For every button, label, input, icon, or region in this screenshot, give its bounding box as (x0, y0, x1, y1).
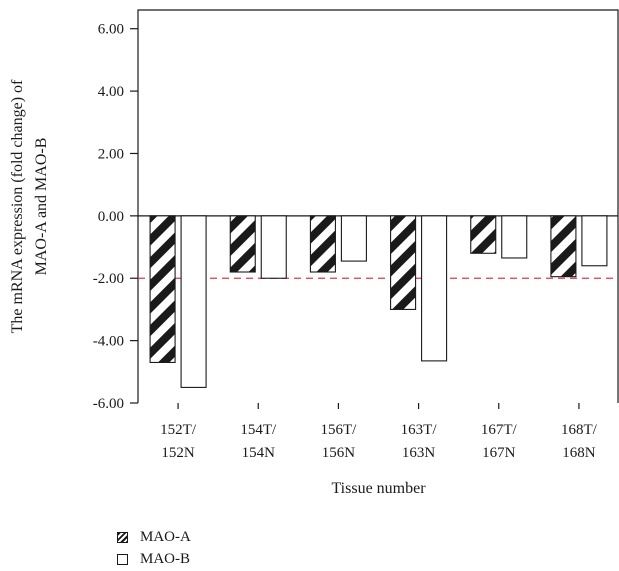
legend: MAO-A MAO-B (117, 526, 191, 570)
y-tick-label: -4.00 (93, 334, 124, 350)
x-tick-label: 152N (161, 445, 195, 461)
y-tick-label: -6.00 (93, 396, 124, 412)
x-tick-label: 168N (562, 445, 596, 461)
x-tick-label: 167N (482, 445, 516, 461)
x-axis: 152T/152N 154T/154N 156T/156N 163T/163N 167T… (160, 403, 598, 461)
legend-label-mao-a: MAO-A (140, 529, 191, 545)
y-axis-title-line-1: The mRNA expression (fold change) of (9, 79, 26, 333)
y-axis: 6.00 4.00 2.00 0.00 -2.00 -4.00 -6.00 (93, 22, 138, 412)
bar-chart: 6.00 4.00 2.00 0.00 -2.00 -4.00 -6.00 152T/152… (9, 9, 619, 497)
open-swatch-icon (117, 553, 128, 565)
x-tick-label: 152T/ (160, 422, 197, 438)
x-tick-label: 156T/ (320, 422, 357, 438)
x-tick-label: 163N (402, 445, 436, 461)
y-tick-label: 0.00 (98, 209, 124, 225)
bar-mao-a (390, 215, 417, 310)
legend-item-mao-a: MAO-A (117, 526, 191, 548)
x-tick-label: 154T/ (240, 422, 277, 438)
x-axis-title: Tissue number (331, 480, 426, 497)
bar-mao-b (501, 215, 528, 259)
bars (149, 215, 608, 388)
bar-mao-b (180, 215, 207, 388)
hatched-swatch-icon (117, 531, 128, 543)
y-tick-label: 6.00 (98, 22, 124, 38)
x-tick-label: 156N (322, 445, 356, 461)
bar-mao-a (550, 215, 577, 278)
x-tick-label: 154N (242, 445, 276, 461)
bar-mao-b (421, 215, 448, 362)
plot-frame (137, 9, 619, 403)
x-tick-label: 167T/ (481, 422, 518, 438)
y-tick-label: 4.00 (98, 84, 124, 100)
y-tick-label: 2.00 (98, 146, 124, 162)
x-tick-label: 163T/ (401, 422, 438, 438)
plot-area (137, 9, 619, 403)
bar-mao-b (581, 215, 608, 267)
y-axis-title-line-2: MAO-A and MAO-B (33, 138, 50, 276)
bar-mao-b (340, 215, 367, 262)
bar-mao-a (229, 215, 256, 273)
y-tick-label: -2.00 (93, 271, 124, 287)
bar-mao-a (309, 215, 336, 273)
bar-mao-b (260, 215, 287, 279)
bar-mao-a (149, 215, 176, 364)
x-tick-label: 168T/ (561, 422, 598, 438)
legend-label-mao-b: MAO-B (140, 551, 191, 567)
bar-mao-a (470, 215, 497, 254)
legend-item-mao-b: MAO-B (117, 548, 191, 570)
